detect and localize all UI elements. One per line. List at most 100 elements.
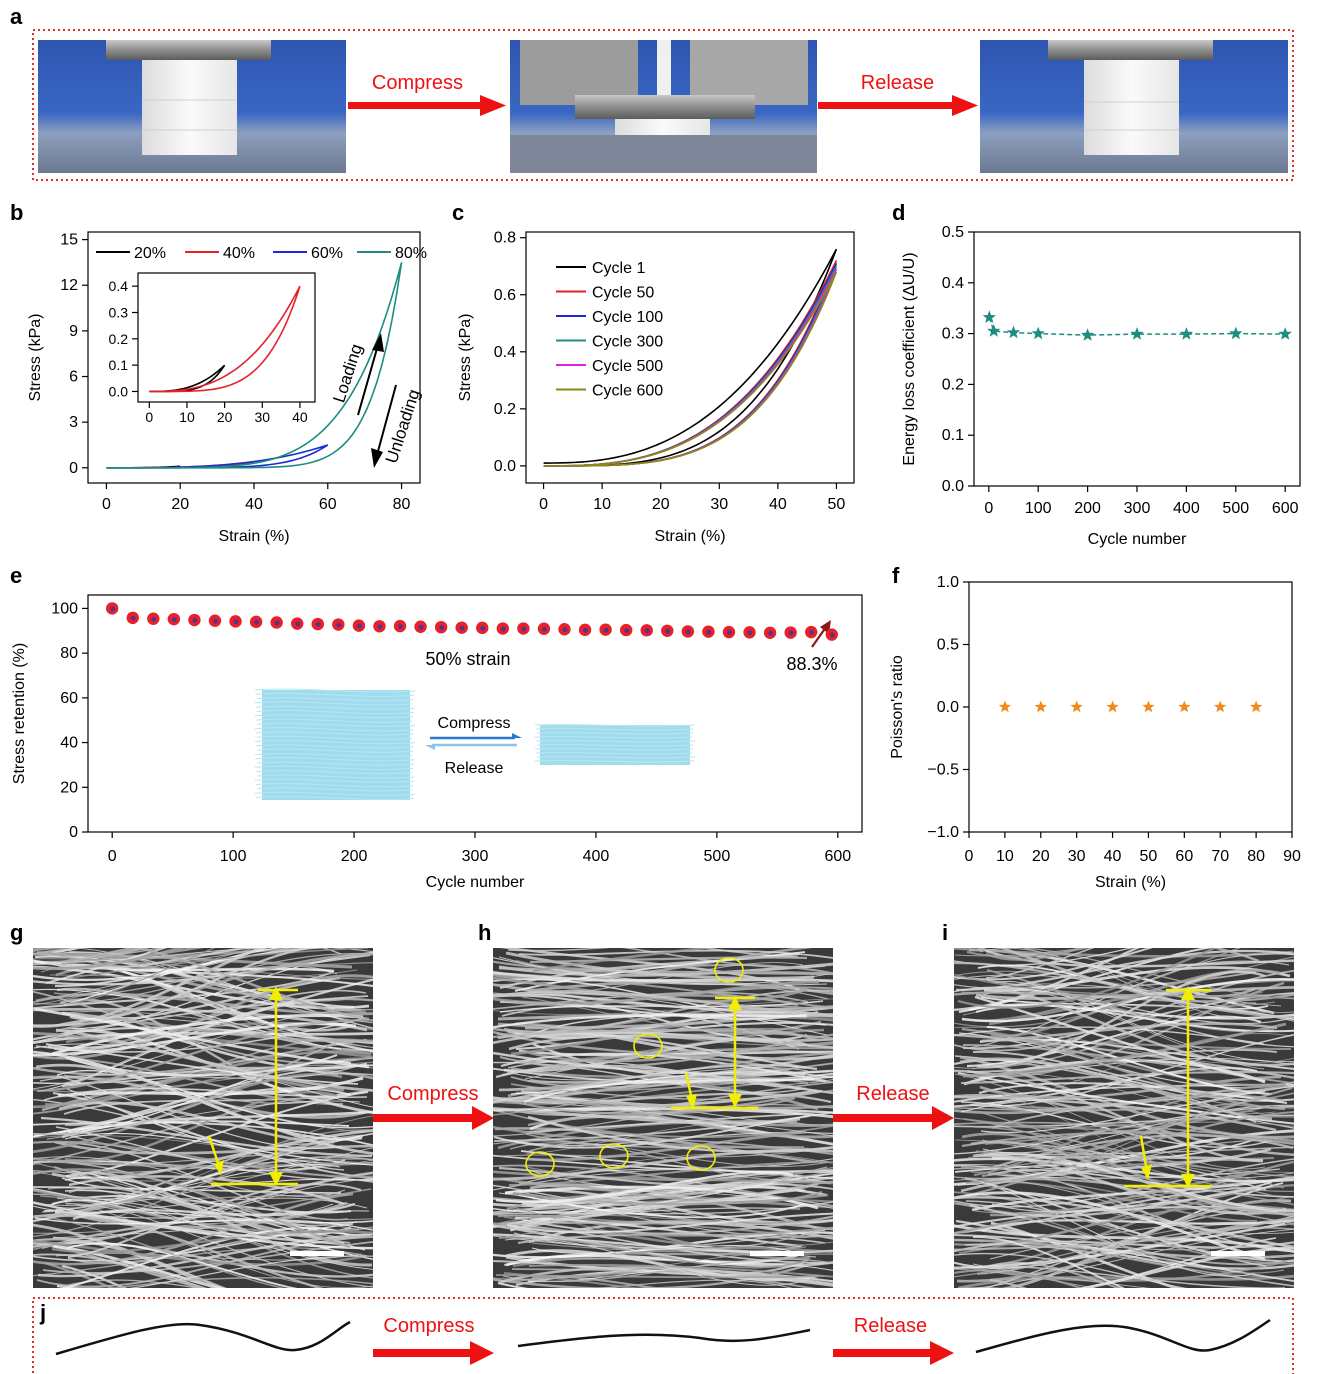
sem-fiber (961, 1131, 1294, 1148)
sem-fiber (47, 978, 373, 1050)
panel-label-j: j (40, 1300, 47, 1325)
e-data-point-core (644, 628, 650, 634)
e-data-point-core (624, 628, 630, 634)
b-inset-xtick-label: 40 (292, 409, 308, 425)
sem-fiber (967, 1121, 1294, 1159)
e-data-point-core (171, 617, 177, 623)
sem-fiber (966, 1015, 1262, 1068)
compress-label-j: Compress (383, 1315, 475, 1337)
d-xtick-label: 500 (1222, 500, 1249, 517)
e-data-point-core (768, 630, 773, 636)
d-ytick-label: 0.5 (942, 224, 964, 241)
sem-fiber (524, 1011, 796, 1030)
sem-fiber (972, 1263, 1151, 1288)
compress-arrow-j (373, 1341, 494, 1365)
e-sponge-fiber (254, 714, 414, 719)
e-data-point-core (603, 627, 609, 633)
scale-bar (290, 1251, 344, 1256)
d-data-point (982, 310, 996, 323)
sem-fiber (954, 1224, 1294, 1253)
sem-fiber (46, 1214, 324, 1288)
c-xtick-label: 10 (593, 496, 611, 513)
b-ytick-label: 0 (69, 460, 78, 477)
e-data-point-core (809, 630, 815, 636)
e-data-point-core (459, 625, 465, 631)
f-data-point (1249, 700, 1263, 713)
e-sponge-fiber (534, 748, 694, 751)
sem-fiber (966, 948, 1091, 958)
chart-d: 0 100 200 300 400 500 600 0.0 0.1 0.2 0.3 0.4 0.5 Cyc… (901, 224, 1301, 548)
e-ytick-label: 20 (60, 779, 78, 796)
yellow-arrowhead (214, 1160, 224, 1176)
sem-fiber (34, 1217, 373, 1232)
scale-bar (1211, 1251, 1265, 1256)
e-data-point-core (233, 619, 239, 625)
d-data-point (987, 324, 1001, 337)
sem-fiber (505, 951, 815, 980)
sem-fiber (507, 948, 611, 952)
chart-b: 0 20 40 60 80 0 3 6 9 12 15 Strain (%) Stress (kPa) 2… (27, 231, 427, 545)
sem-fiber (529, 1214, 807, 1238)
f-data-point (1034, 700, 1047, 713)
sem-fiber (56, 1075, 343, 1150)
sem-fiber (493, 1148, 833, 1181)
e-sponge-fiber (535, 728, 695, 731)
yellow-arrowhead (1181, 1174, 1195, 1188)
sem-image-h (493, 948, 833, 1288)
e-sponge-fiber (255, 718, 413, 723)
fiber-shape-compressed (517, 1328, 811, 1348)
b-inset-series-20% (149, 364, 226, 393)
b-inset-ytick-label: 0.2 (109, 331, 129, 347)
photo-after-release (980, 40, 1288, 173)
chart-e: 0 100 200 300 400 500 600 0 20 40 60 80 100 Cycle num… (11, 594, 863, 891)
sem-fiber (978, 1111, 1275, 1197)
compress-label-a: Compress (371, 72, 464, 94)
sem-fiber (35, 1017, 366, 1053)
sem-fiber (493, 1028, 833, 1040)
sem-fiber (39, 1066, 355, 1082)
sem-fiber (504, 1230, 833, 1239)
e-inset-release-label: Release (445, 760, 504, 777)
chart-f: 0 10 20 30 40 50 60 70 80 90 −1.0 −0.5 0.0 0.5 1.0 Stra… (889, 574, 1301, 891)
sem-fiber (988, 978, 1294, 1026)
c-ytick-label: 0.2 (494, 401, 516, 418)
sem-fiber (33, 1072, 343, 1154)
e-data-point-core (706, 629, 712, 635)
c-ylabel: Stress (kPa) (457, 313, 474, 401)
sem-fiber (129, 1255, 373, 1288)
sem-fiber (969, 1185, 1262, 1218)
sem-fiber (68, 1152, 354, 1166)
e-sponge-fiber (254, 701, 413, 706)
e-sponge-fiber (256, 709, 415, 715)
e-data-point-core (521, 626, 527, 632)
sem-fiber (63, 948, 216, 1005)
e-sponge-fiber (254, 727, 415, 732)
sem-fiber (36, 1019, 373, 1093)
sem-fiber (1021, 948, 1294, 1014)
panel-label-c: c (452, 200, 465, 225)
sem-fiber (972, 1236, 1126, 1288)
b-annotation-unloading: Unloading (382, 387, 424, 466)
sem-fiber (63, 1010, 363, 1047)
sem-fiber (33, 1094, 336, 1166)
f-xtick-label: 80 (1247, 848, 1265, 865)
e-data-point-core (377, 624, 383, 630)
e-sponge-fiber (256, 697, 414, 702)
sem-fiber (493, 1115, 810, 1149)
sem-fiber (495, 1274, 825, 1279)
sem-fiber (985, 948, 1095, 979)
sem-fiber (954, 991, 1294, 1003)
sem-fiber (493, 1081, 814, 1116)
compress-arrow-a (348, 95, 506, 116)
sem-fiber (45, 1043, 359, 1085)
d-xtick-label: 600 (1272, 500, 1299, 517)
b-inset-ytick-label: 0.0 (109, 383, 129, 399)
sem-image-g (33, 948, 373, 1288)
c-ytick-label: 0.0 (494, 458, 516, 475)
e-sponge-fiber (255, 692, 415, 697)
panel-a-frame (32, 29, 1294, 181)
e-sponge-fiber (535, 752, 693, 755)
sem-fiber (67, 1183, 362, 1258)
e-data-point-core (192, 618, 198, 623)
sem-fiber (33, 1193, 358, 1227)
